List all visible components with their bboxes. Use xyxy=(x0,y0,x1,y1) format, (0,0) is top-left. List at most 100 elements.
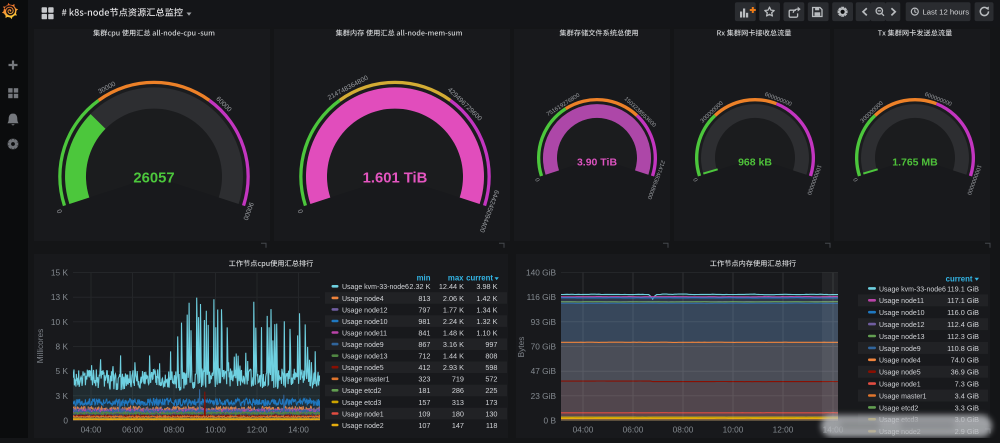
svg-text:181: 181 xyxy=(418,386,430,395)
svg-text:Usage node5: Usage node5 xyxy=(342,365,384,372)
svg-text:3.98 K: 3.98 K xyxy=(476,282,497,291)
svg-text:180: 180 xyxy=(452,409,464,418)
svg-text:5 K: 5 K xyxy=(56,366,69,376)
svg-text:15 K: 15 K xyxy=(51,268,69,278)
svg-text:Usage node13: Usage node13 xyxy=(342,354,388,361)
svg-text:max: max xyxy=(448,273,464,282)
svg-text:47 GiB: 47 GiB xyxy=(531,366,557,376)
svg-text:0: 0 xyxy=(693,177,700,182)
svg-text:Usage node2: Usage node2 xyxy=(342,423,384,430)
svg-text:572: 572 xyxy=(485,375,497,384)
svg-text:Usage node12: Usage node12 xyxy=(342,307,388,314)
svg-text:107: 107 xyxy=(418,421,430,430)
svg-text:06:00: 06:00 xyxy=(122,425,143,435)
svg-text:147: 147 xyxy=(452,421,464,430)
svg-text:598: 598 xyxy=(485,363,497,372)
svg-text:2.24 K: 2.24 K xyxy=(443,317,464,326)
svg-text:0: 0 xyxy=(56,208,64,214)
svg-text:12.44 K: 12.44 K xyxy=(439,282,464,291)
svg-text:118: 118 xyxy=(486,421,498,430)
svg-text:1.32 K: 1.32 K xyxy=(476,317,497,326)
svg-text:04:00: 04:00 xyxy=(573,425,594,435)
svg-text:Usage node4: Usage node4 xyxy=(342,296,384,303)
svg-text:140 GiB: 140 GiB xyxy=(526,268,556,278)
svg-text:112.4 GiB: 112.4 GiB xyxy=(947,320,979,329)
svg-text:286: 286 xyxy=(452,386,464,395)
svg-text:Usage node10: Usage node10 xyxy=(342,319,388,326)
svg-text:Usage etcd2: Usage etcd2 xyxy=(879,405,918,412)
svg-text:current: current xyxy=(466,273,493,282)
svg-text:0: 0 xyxy=(297,208,305,214)
svg-text:3.4 GiB: 3.4 GiB xyxy=(955,391,979,400)
svg-text:04:00: 04:00 xyxy=(81,425,102,435)
svg-text:0 B: 0 B xyxy=(544,416,557,426)
svg-text:Usage node5: Usage node5 xyxy=(879,370,921,377)
svg-text:3 K: 3 K xyxy=(56,391,69,401)
svg-text:Usage kvm-33-node6: Usage kvm-33-node6 xyxy=(342,284,409,291)
svg-text:225: 225 xyxy=(485,386,497,395)
svg-text:412: 412 xyxy=(418,363,430,372)
svg-text:12:00: 12:00 xyxy=(773,425,794,435)
svg-text:981: 981 xyxy=(418,317,430,326)
svg-text:Usage node4: Usage node4 xyxy=(879,358,921,365)
svg-text:117.1 GiB: 117.1 GiB xyxy=(947,296,979,305)
svg-text:110.8 GiB: 110.8 GiB xyxy=(947,344,979,353)
svg-text:Usage node9: Usage node9 xyxy=(879,346,921,353)
svg-text:813: 813 xyxy=(418,294,430,303)
svg-text:173: 173 xyxy=(485,398,497,407)
svg-text:157: 157 xyxy=(418,398,430,407)
svg-text:08:00: 08:00 xyxy=(164,425,185,435)
svg-text:997: 997 xyxy=(485,340,497,349)
svg-text:808: 808 xyxy=(485,352,497,361)
svg-text:70 GiB: 70 GiB xyxy=(531,342,557,352)
svg-text:8 K: 8 K xyxy=(56,342,69,352)
svg-text:2.06 K: 2.06 K xyxy=(443,294,464,303)
svg-text:1.765 MB: 1.765 MB xyxy=(892,156,938,168)
svg-text:3.16 K: 3.16 K xyxy=(443,340,464,349)
svg-text:2.93 K: 2.93 K xyxy=(443,363,464,372)
svg-text:93 GiB: 93 GiB xyxy=(531,317,557,327)
svg-text:116 GiB: 116 GiB xyxy=(527,292,557,302)
svg-text:2.32 K: 2.32 K xyxy=(409,282,430,291)
svg-text:3.90 TiB: 3.90 TiB xyxy=(577,156,617,168)
svg-text:1.34 K: 1.34 K xyxy=(476,305,497,314)
svg-text:Usage master1: Usage master1 xyxy=(342,377,390,384)
svg-text:Usage node11: Usage node11 xyxy=(342,330,387,337)
svg-text:313: 313 xyxy=(452,398,464,407)
svg-text:10:00: 10:00 xyxy=(205,425,226,435)
svg-text:Last 12 hours: Last 12 hours xyxy=(923,7,970,16)
svg-text:Usage node9: Usage node9 xyxy=(342,342,384,349)
svg-text:0: 0 xyxy=(535,177,542,182)
svg-text:Usage master1: Usage master1 xyxy=(879,393,927,400)
svg-text:119.1 GiB: 119.1 GiB xyxy=(947,284,979,293)
svg-text:Usage node11: Usage node11 xyxy=(879,298,924,305)
svg-text:968 kB: 968 kB xyxy=(738,156,772,168)
svg-text:Usage etcd2: Usage etcd2 xyxy=(342,388,381,395)
svg-text:10:00: 10:00 xyxy=(723,425,744,435)
svg-text:719: 719 xyxy=(452,375,464,384)
svg-text:14:00: 14:00 xyxy=(288,425,309,435)
svg-text:109: 109 xyxy=(418,409,430,418)
svg-text:08:00: 08:00 xyxy=(673,425,694,435)
svg-text:112.3 GiB: 112.3 GiB xyxy=(947,332,979,341)
svg-text:12:00: 12:00 xyxy=(247,425,268,435)
svg-text:130: 130 xyxy=(485,409,497,418)
svg-text:Millicores: Millicores xyxy=(35,329,45,364)
svg-text:841: 841 xyxy=(418,328,430,337)
svg-text:36.9 GiB: 36.9 GiB xyxy=(951,368,980,377)
svg-text:1.601 TiB: 1.601 TiB xyxy=(363,171,428,187)
svg-text:Usage node10: Usage node10 xyxy=(879,310,925,317)
svg-text:Usage node12: Usage node12 xyxy=(879,322,925,329)
svg-text:06:00: 06:00 xyxy=(623,425,644,435)
svg-text:Usage etcd3: Usage etcd3 xyxy=(342,400,381,407)
svg-text:323: 323 xyxy=(418,375,430,384)
svg-text:116.0 GiB: 116.0 GiB xyxy=(947,308,979,317)
svg-text:min: min xyxy=(417,273,431,282)
svg-text:7.3 GiB: 7.3 GiB xyxy=(955,380,979,389)
svg-text:1.48 K: 1.48 K xyxy=(443,328,464,337)
svg-text:1.10 K: 1.10 K xyxy=(476,328,497,337)
svg-text:0: 0 xyxy=(63,416,68,426)
svg-text:10 K: 10 K xyxy=(51,317,69,327)
svg-text:867: 867 xyxy=(418,340,430,349)
svg-text:13 K: 13 K xyxy=(51,292,69,302)
